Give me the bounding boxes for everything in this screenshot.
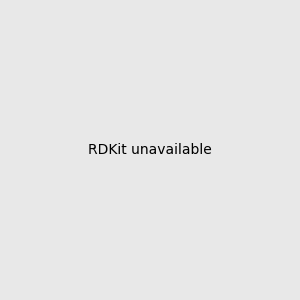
Text: RDKit unavailable: RDKit unavailable <box>88 143 212 157</box>
